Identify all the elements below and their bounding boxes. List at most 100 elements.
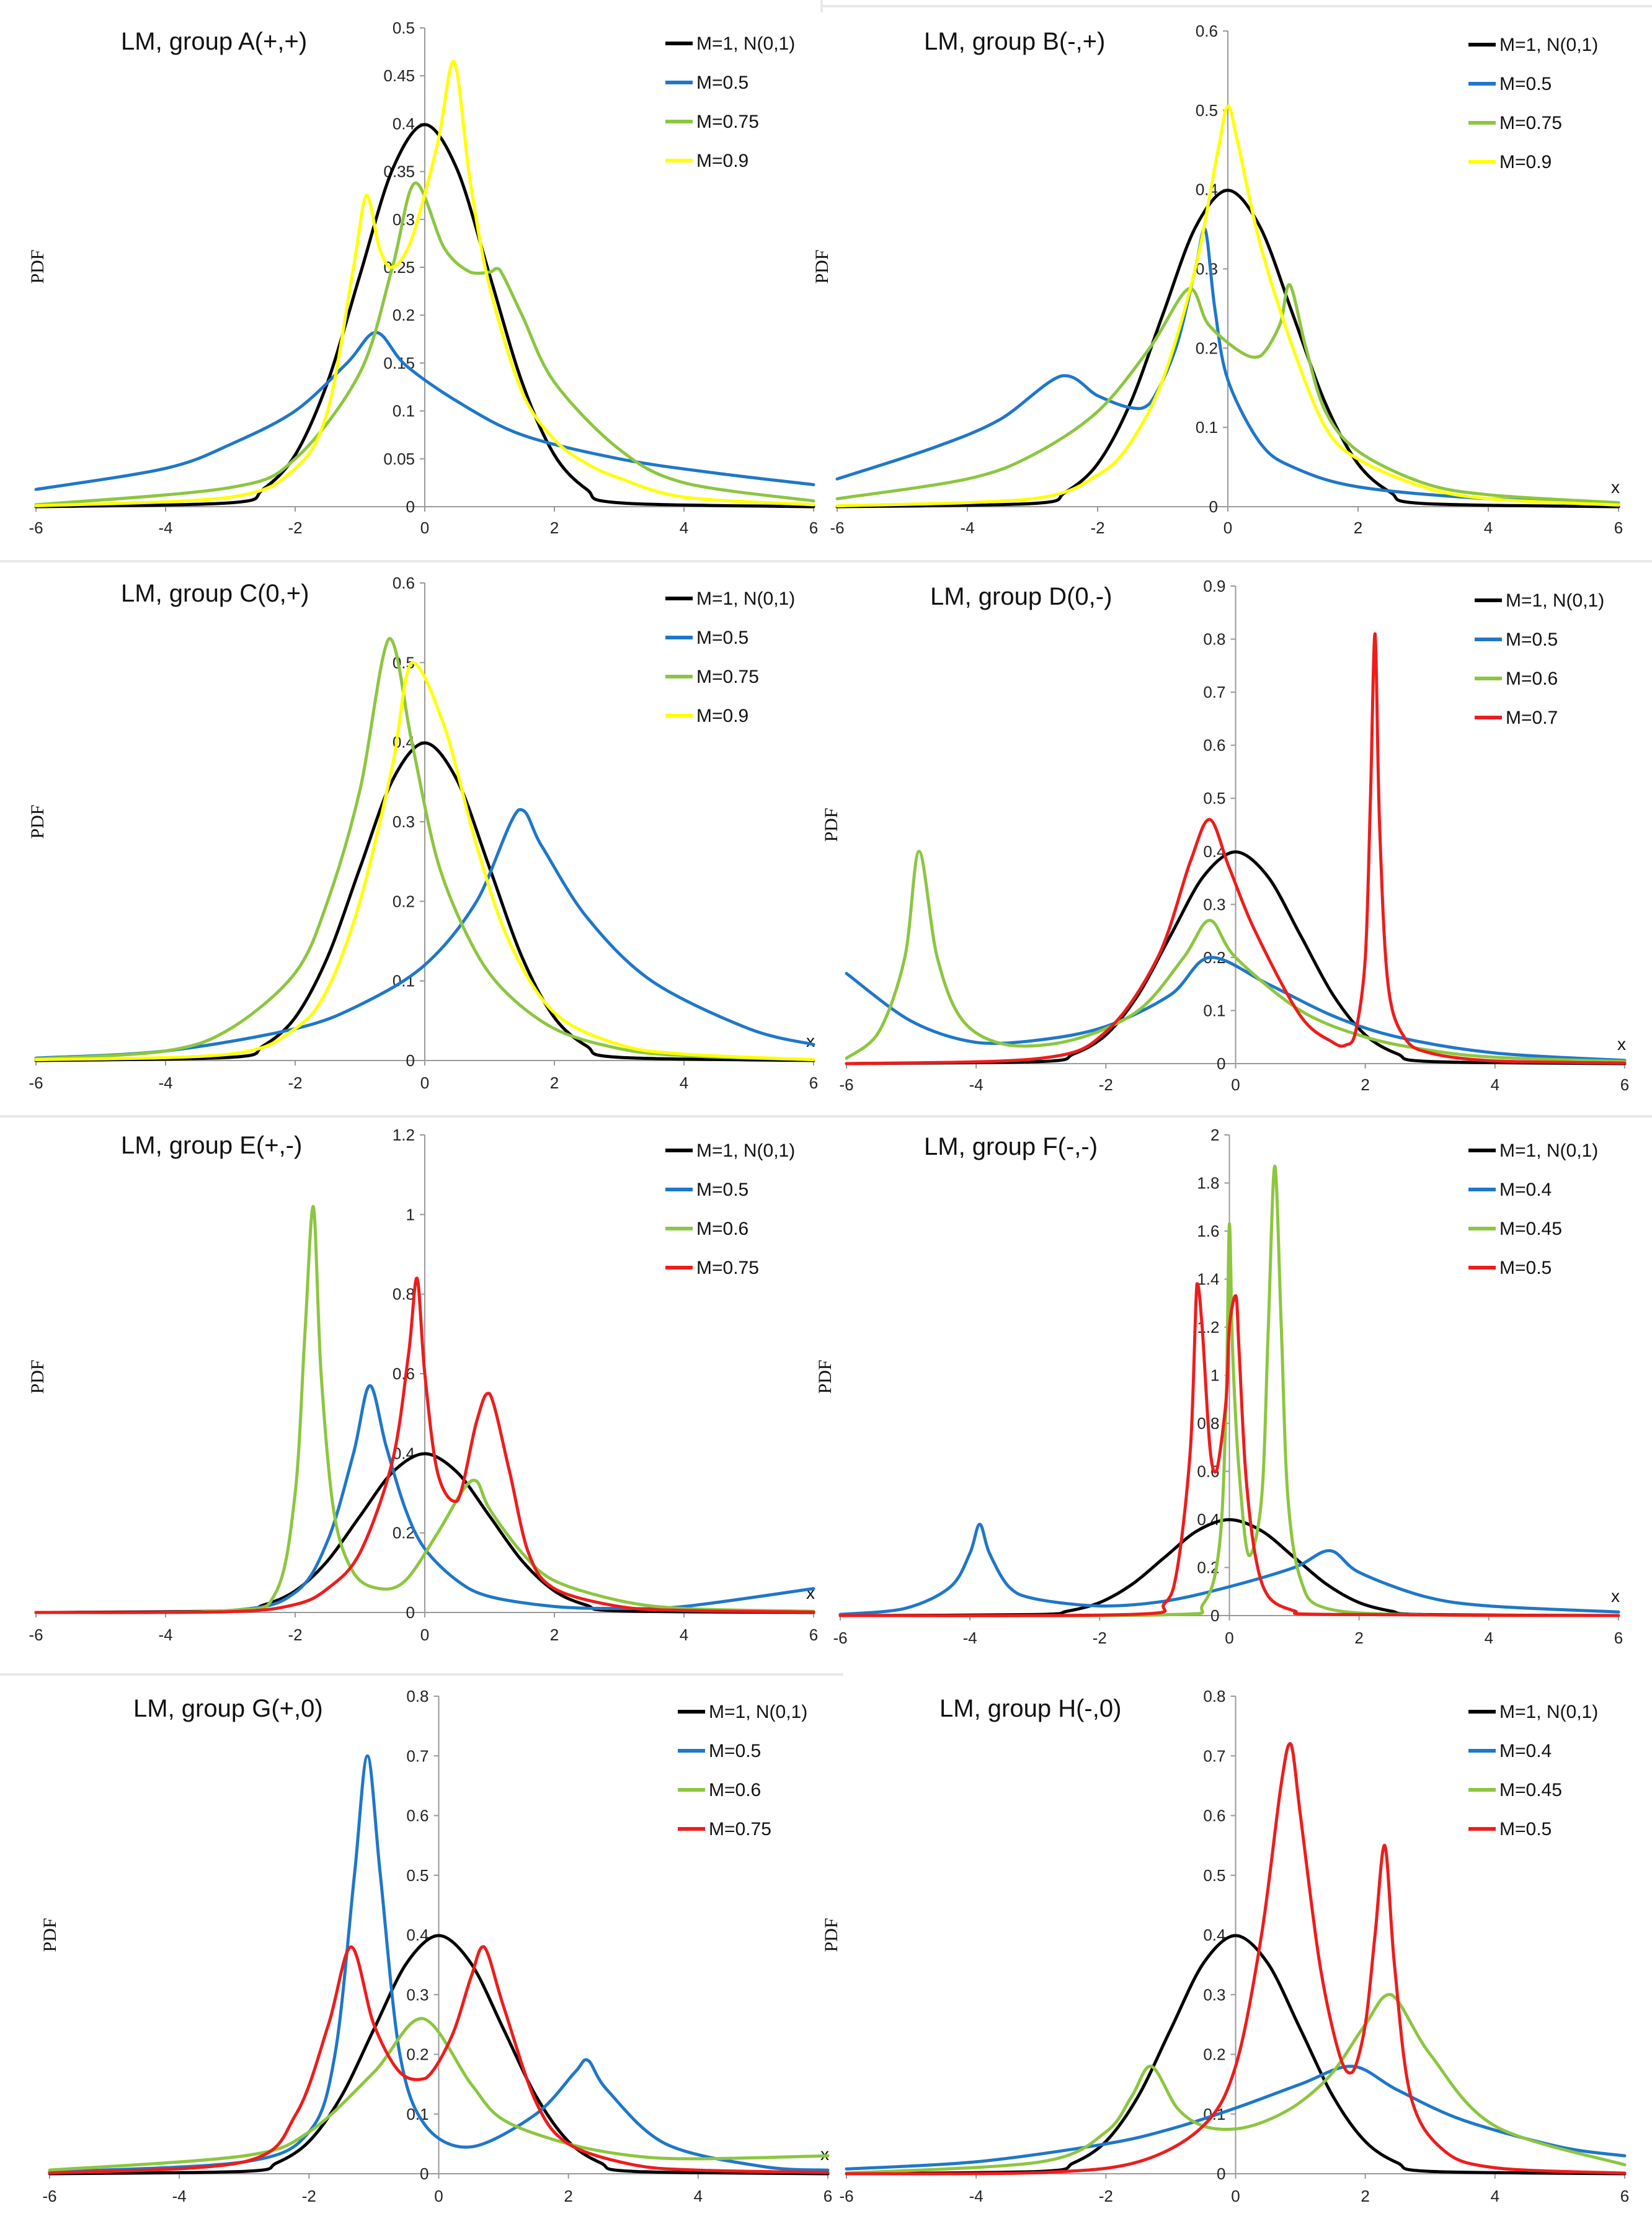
x-tick-label: -4 — [158, 518, 172, 537]
series-line-red — [845, 632, 1627, 1065]
x-tick-label: 6 — [1614, 1629, 1623, 1647]
y-tick-label: 0.2 — [393, 306, 415, 324]
x-tick-label: -2 — [302, 2187, 316, 2205]
y-tick-label: 1 — [1210, 1366, 1219, 1385]
series-line-yellow — [835, 104, 1620, 508]
legend-entry: M=0.45 — [1499, 1780, 1562, 1800]
y-axis-label: PDF — [27, 249, 48, 283]
series-line-green — [34, 637, 815, 1062]
x-tick-label: 6 — [824, 2187, 832, 2205]
legend-entry: M=0.4 — [1499, 1741, 1552, 1761]
series-line-yellow — [34, 660, 815, 1062]
x-tick-label: -6 — [42, 2187, 56, 2205]
y-tick-label: 0.4 — [1196, 180, 1218, 199]
series-line-black — [48, 1934, 830, 2176]
chart-panel-h: -6 -4 -2 0 2 4 600.10.20.30.40.50.60.70.8PDFLM… — [821, 1687, 1629, 2205]
series-line-green — [835, 283, 1620, 505]
y-tick-label: 0.5 — [393, 19, 415, 37]
x-tick-label: -2 — [1090, 518, 1104, 537]
x-tick-label: 0 — [420, 1625, 429, 1644]
x-tick-label: 2 — [1361, 1075, 1369, 1094]
y-tick-label: 0.7 — [1203, 683, 1225, 701]
x-tick-label: 4 — [680, 518, 688, 537]
chart-title: LM, group H(-,0) — [939, 1695, 1121, 1722]
chart-panel-d: -6 -4 -2 0 2 4 600.10.20.30.40.50.60.70.80.9PD… — [821, 577, 1629, 1094]
x-tick-label: 0 — [1225, 1629, 1233, 1647]
x-axis-label: x — [1611, 1586, 1620, 1606]
y-axis-label: PDF — [821, 807, 842, 842]
x-axis-label: x — [1611, 478, 1620, 497]
chart-panel-f: -6 -4 -2 0 2 4 600.20.40.60.811.21.41.61.82PDF… — [815, 1126, 1623, 1647]
x-tick-label: 6 — [1620, 1075, 1629, 1094]
legend-entry: M=1, N(0,1) — [1499, 1141, 1598, 1161]
series-line-blue — [48, 1754, 830, 2174]
legend-entry: M=0.75 — [696, 112, 759, 132]
legend-entry: M=1, N(0,1) — [1506, 590, 1604, 611]
legend-entry: M=1, N(0,1) — [696, 589, 795, 609]
x-tick-label: -2 — [288, 1074, 302, 1092]
x-tick-label: 4 — [694, 2187, 703, 2205]
y-tick-label: 0.2 — [393, 892, 415, 910]
y-tick-label: 0.9 — [1203, 577, 1225, 595]
x-tick-label: -4 — [172, 2187, 187, 2205]
x-tick-label: 2 — [550, 518, 559, 537]
series-line-green — [845, 850, 1627, 1064]
x-tick-label: 6 — [809, 1625, 818, 1644]
y-tick-label: 1.2 — [393, 1126, 415, 1144]
x-tick-label: 0 — [1231, 1075, 1240, 1094]
legend-entry: M=0.5 — [1499, 1258, 1552, 1278]
legend-entry: M=0.9 — [696, 706, 748, 726]
y-tick-label: 0.3 — [1203, 895, 1225, 914]
x-tick-label: -4 — [963, 1629, 977, 1647]
legend-entry: M=0.5 — [1499, 1819, 1552, 1839]
y-axis-label: PDF — [815, 1359, 835, 1394]
legend-entry: M=1, N(0,1) — [696, 1141, 795, 1161]
legend-entry: M=0.7 — [1506, 708, 1558, 728]
y-tick-label: 1.6 — [1197, 1222, 1219, 1240]
chart-title: LM, group C(0,+) — [121, 580, 309, 607]
series-line-red — [48, 1945, 830, 2175]
y-tick-label: 0.3 — [406, 1985, 429, 2004]
x-tick-label: 0 — [1231, 2187, 1240, 2205]
y-tick-label: 0.1 — [1203, 1001, 1225, 1020]
x-tick-label: 4 — [1491, 1075, 1499, 1094]
x-tick-label: 0 — [1223, 518, 1232, 537]
x-tick-label: -6 — [29, 518, 43, 537]
legend-entry: M=0.4 — [1499, 1180, 1552, 1200]
y-tick-label: 1.4 — [1197, 1270, 1219, 1289]
x-tick-label: 4 — [1491, 2187, 1499, 2205]
legend-entry: M=0.75 — [709, 1819, 771, 1839]
series-line-blue — [845, 2065, 1627, 2171]
chart-title: LM, group F(-,-) — [924, 1133, 1098, 1160]
y-tick-label: 0.5 — [1196, 101, 1218, 120]
x-tick-label: 2 — [564, 2187, 572, 2205]
chart-title: LM, group G(+,0) — [133, 1695, 323, 1722]
chart-title: LM, group B(-,+) — [924, 28, 1105, 55]
y-tick-label: 0.2 — [1203, 2045, 1225, 2064]
x-axis-label: x — [1617, 1034, 1626, 1054]
x-tick-label: 2 — [1361, 2187, 1369, 2205]
y-tick-label: 0.6 — [1203, 736, 1225, 755]
chart-panel-a: -6 -4 -2 0 2 4 600.050.10.150.20.250.30.350.40… — [27, 19, 818, 537]
y-tick-label: 0.8 — [1203, 630, 1225, 649]
series-line-blue — [838, 1523, 1620, 1616]
y-tick-label: 0 — [1210, 1606, 1219, 1625]
y-tick-label: 0.3 — [1196, 260, 1218, 278]
x-tick-label: 0 — [420, 1074, 429, 1092]
x-tick-label: -6 — [29, 1074, 43, 1092]
legend-entry: M=0.75 — [696, 1258, 759, 1278]
y-axis-label: PDF — [40, 1918, 60, 1952]
series-line-blue — [34, 331, 815, 491]
y-tick-label: 0.05 — [383, 450, 415, 468]
x-tick-label: -4 — [960, 518, 974, 537]
series-line-blue — [34, 808, 815, 1060]
x-tick-label: -6 — [833, 1629, 847, 1647]
x-tick-label: 0 — [420, 518, 429, 537]
x-tick-label: -6 — [830, 518, 844, 537]
series-line-blue — [34, 1384, 815, 1614]
y-tick-label: 0 — [406, 1051, 415, 1070]
x-tick-label: -2 — [1099, 1075, 1113, 1094]
series-line-yellow — [34, 60, 815, 507]
